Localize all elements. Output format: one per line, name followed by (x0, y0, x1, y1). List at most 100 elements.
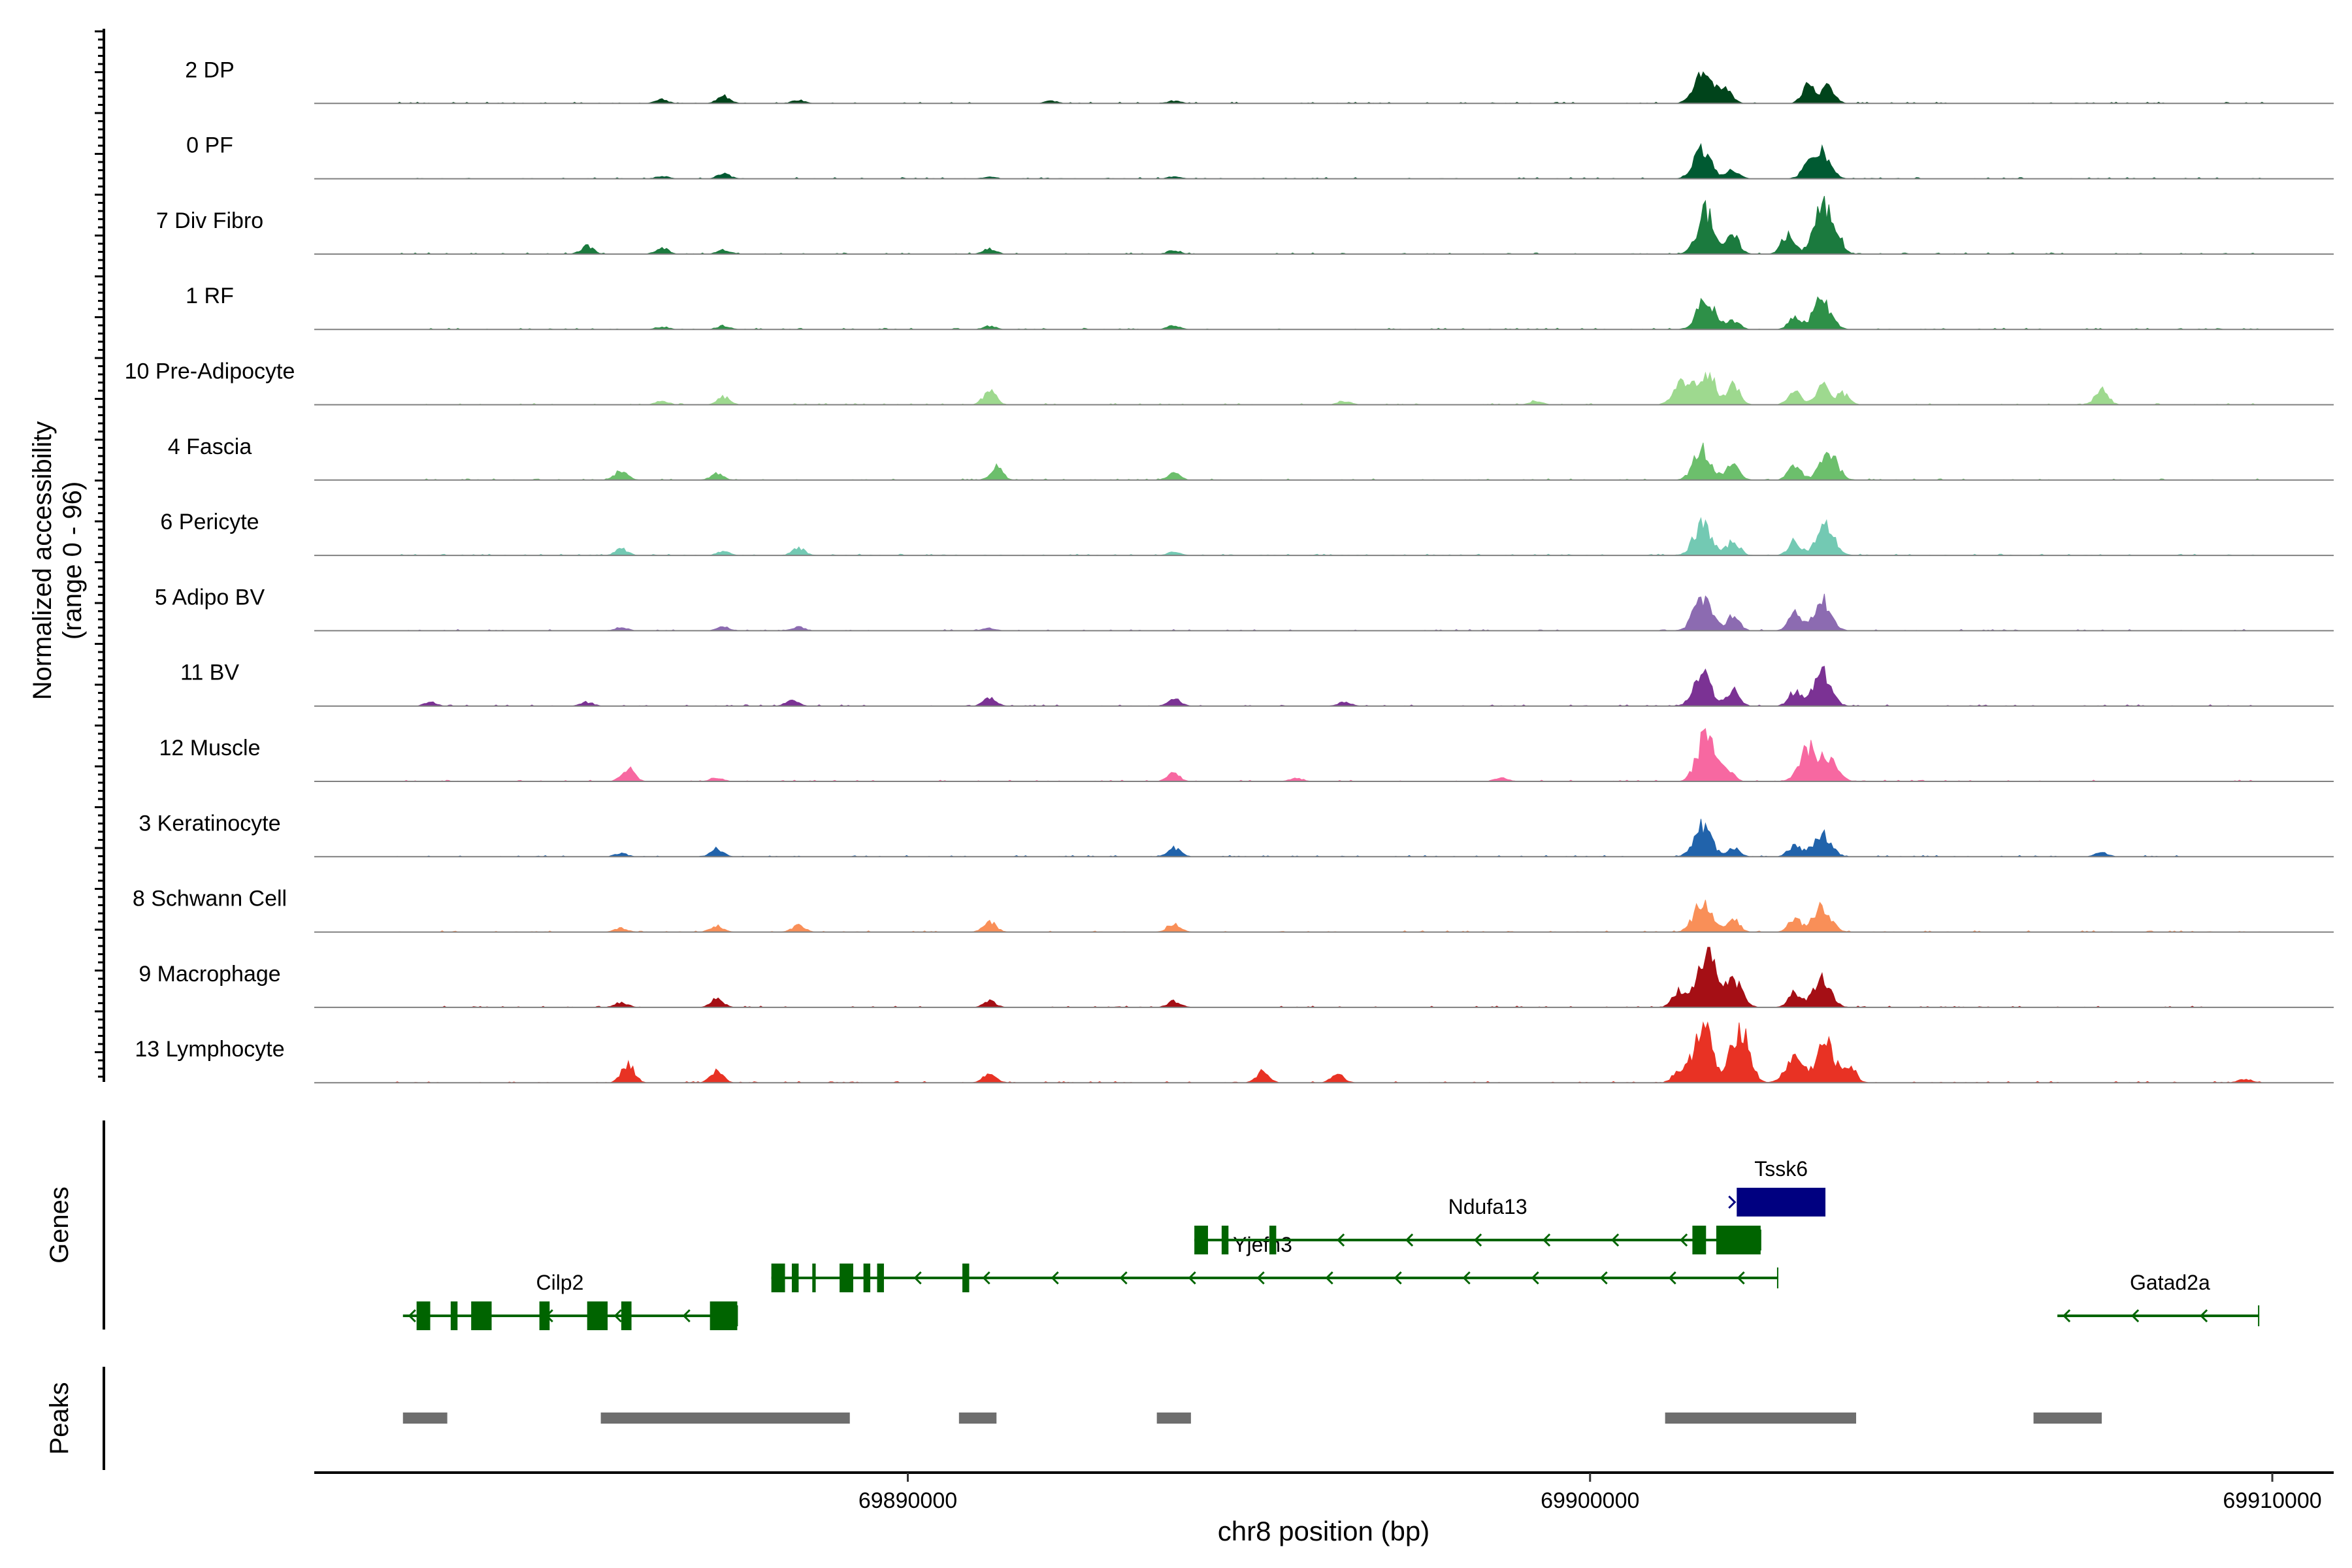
track-label: 1 RF (186, 284, 234, 308)
peak-region (600, 1413, 850, 1424)
x-axis-tick-label: 69900000 (1541, 1488, 1639, 1513)
track-label: 4 Fascia (168, 434, 252, 459)
gene-strand-arrow (1462, 1271, 1471, 1285)
track-label: 5 Adipo BV (155, 585, 265, 610)
gene-strand-arrow (682, 1309, 691, 1323)
gene-exon (962, 1264, 970, 1292)
gene-strand-arrow (2199, 1309, 2208, 1323)
track-label: 12 Muscle (159, 736, 261, 760)
gene-strand-arrow (613, 1309, 622, 1323)
track-signal-area (314, 593, 2334, 631)
y-axis: Normalized accessibility (range 0 - 96) (28, 29, 105, 1082)
gene-ndufa13: Ndufa13 (1194, 1195, 1761, 1254)
track-signal-area (314, 900, 2334, 933)
gene-gatad2a: Gatad2a (2057, 1271, 2260, 1326)
gene-strand-arrow (913, 1271, 922, 1285)
track-1-rf: 1 RF (186, 284, 2334, 331)
track-signal-area (314, 819, 2334, 857)
track-signal-area (314, 71, 2334, 104)
gene-exon (587, 1301, 608, 1330)
track-3-keratinocyte: 3 Keratinocyte (139, 811, 2334, 858)
gene-strand-arrow (1737, 1271, 1745, 1285)
peak-region (958, 1413, 997, 1424)
gene-exon (877, 1264, 884, 1292)
gene-strand-arrow (1473, 1233, 1482, 1247)
gene-exon (710, 1301, 738, 1330)
track-signal-area (314, 142, 2334, 180)
y-axis-ticks (95, 30, 104, 1078)
track-signal-area (314, 728, 2334, 782)
gene-label: Cilp2 (536, 1271, 583, 1294)
gene-strand-arrow (982, 1271, 990, 1285)
track-5-adipo-bv: 5 Adipo BV (155, 585, 2334, 632)
gene-label: Ndufa13 (1448, 1195, 1527, 1218)
track-8-schwann-cell: 8 Schwann Cell (133, 887, 2334, 933)
x-axis-tick-label: 69910000 (2223, 1488, 2321, 1513)
track-label: 3 Keratinocyte (139, 811, 280, 836)
peak-region (1665, 1413, 1857, 1424)
track-12-muscle: 12 Muscle (159, 728, 2334, 782)
track-2-dp: 2 DP (185, 57, 2334, 105)
gene-exon (863, 1264, 871, 1292)
peak-region (2033, 1413, 2102, 1424)
coverage-tracks: 2 DP 0 PF 7 Div Fibro 1 RF 10 Pre-Adipocyte 4… (125, 57, 2334, 1084)
gene-tssk6: Tssk6 (1728, 1157, 1826, 1217)
track-label: 0 PF (186, 133, 233, 158)
track-signal-area (314, 371, 2334, 406)
track-signal-area (314, 442, 2334, 481)
gene-strand-arrow (1119, 1271, 1128, 1285)
gene-exon (1269, 1226, 1277, 1254)
track-signal-area (314, 947, 2334, 1008)
track-label: 2 DP (185, 57, 235, 82)
gene-strand-arrow (2131, 1309, 2140, 1323)
track-signal-area (314, 517, 2334, 556)
gene-label: Yjefn3 (1233, 1233, 1292, 1256)
track-6-pericyte: 6 Pericyte (160, 510, 2334, 557)
gene-exon (471, 1301, 492, 1330)
gene-strand-arrow (408, 1309, 416, 1323)
track-10-pre-adipocyte: 10 Pre-Adipocyte (125, 359, 2334, 406)
gene-strand-arrow (1325, 1271, 1333, 1285)
gene-strand-arrow (1188, 1271, 1196, 1285)
gene-exon (450, 1301, 458, 1330)
track-0-pf: 0 PF (186, 133, 2334, 180)
gene-exon (1692, 1226, 1707, 1254)
gene-strand-arrow (1599, 1271, 1608, 1285)
x-axis: chr8 position (bp) 69890000 69900000 69910… (314, 1471, 2334, 1546)
gene-exon (1737, 1188, 1826, 1217)
x-axis-label: chr8 position (bp) (1218, 1516, 1430, 1546)
gene-strand-arrow (1051, 1271, 1059, 1285)
gene-yjefn3: Yjefn3 (771, 1233, 1778, 1292)
gene-exon (539, 1301, 550, 1330)
gene-strand-arrow (1405, 1233, 1414, 1247)
track-signal-area (314, 195, 2334, 255)
gene-exon (1221, 1226, 1229, 1254)
track-13-lymphocyte: 13 Lymphocyte (135, 1021, 2334, 1084)
gene-exon (416, 1301, 431, 1330)
gene-exon (621, 1301, 632, 1330)
track-4-fascia: 4 Fascia (168, 434, 2334, 481)
gene-strand-arrow (1256, 1271, 1265, 1285)
peaks-panel-label: Peaks (45, 1382, 74, 1454)
track-7-div-fibro: 7 Div Fibro (156, 195, 2334, 255)
y-axis-label: Normalized accessibility (28, 421, 57, 700)
gene-strand-arrow (1668, 1271, 1676, 1285)
track-9-macrophage: 9 Macrophage (139, 947, 2334, 1008)
gene-strand-arrow (2062, 1309, 2071, 1323)
gene-label: Tssk6 (1754, 1157, 1808, 1181)
x-axis-tick-label: 69890000 (858, 1488, 957, 1513)
gene-strand-arrow (1336, 1233, 1345, 1247)
gene-strand-arrow (1542, 1233, 1551, 1247)
genes-panel-label: Genes (45, 1186, 74, 1264)
gene-strand-arrow (1610, 1233, 1620, 1247)
track-label: 6 Pericyte (160, 510, 259, 534)
y-axis-range-label: (range 0 - 96) (58, 482, 87, 640)
gene-strand-arrow (1728, 1195, 1737, 1209)
track-signal-area (314, 1021, 2334, 1083)
gene-strand-arrow (1531, 1271, 1539, 1285)
gene-exon (791, 1264, 799, 1292)
genes-panel: Genes Cilp2 Yjefn3 Ndufa13 Tssk6 Gatad2a (45, 1120, 2260, 1330)
gene-strand-arrow (1679, 1233, 1688, 1247)
track-label: 7 Div Fibro (156, 208, 263, 233)
